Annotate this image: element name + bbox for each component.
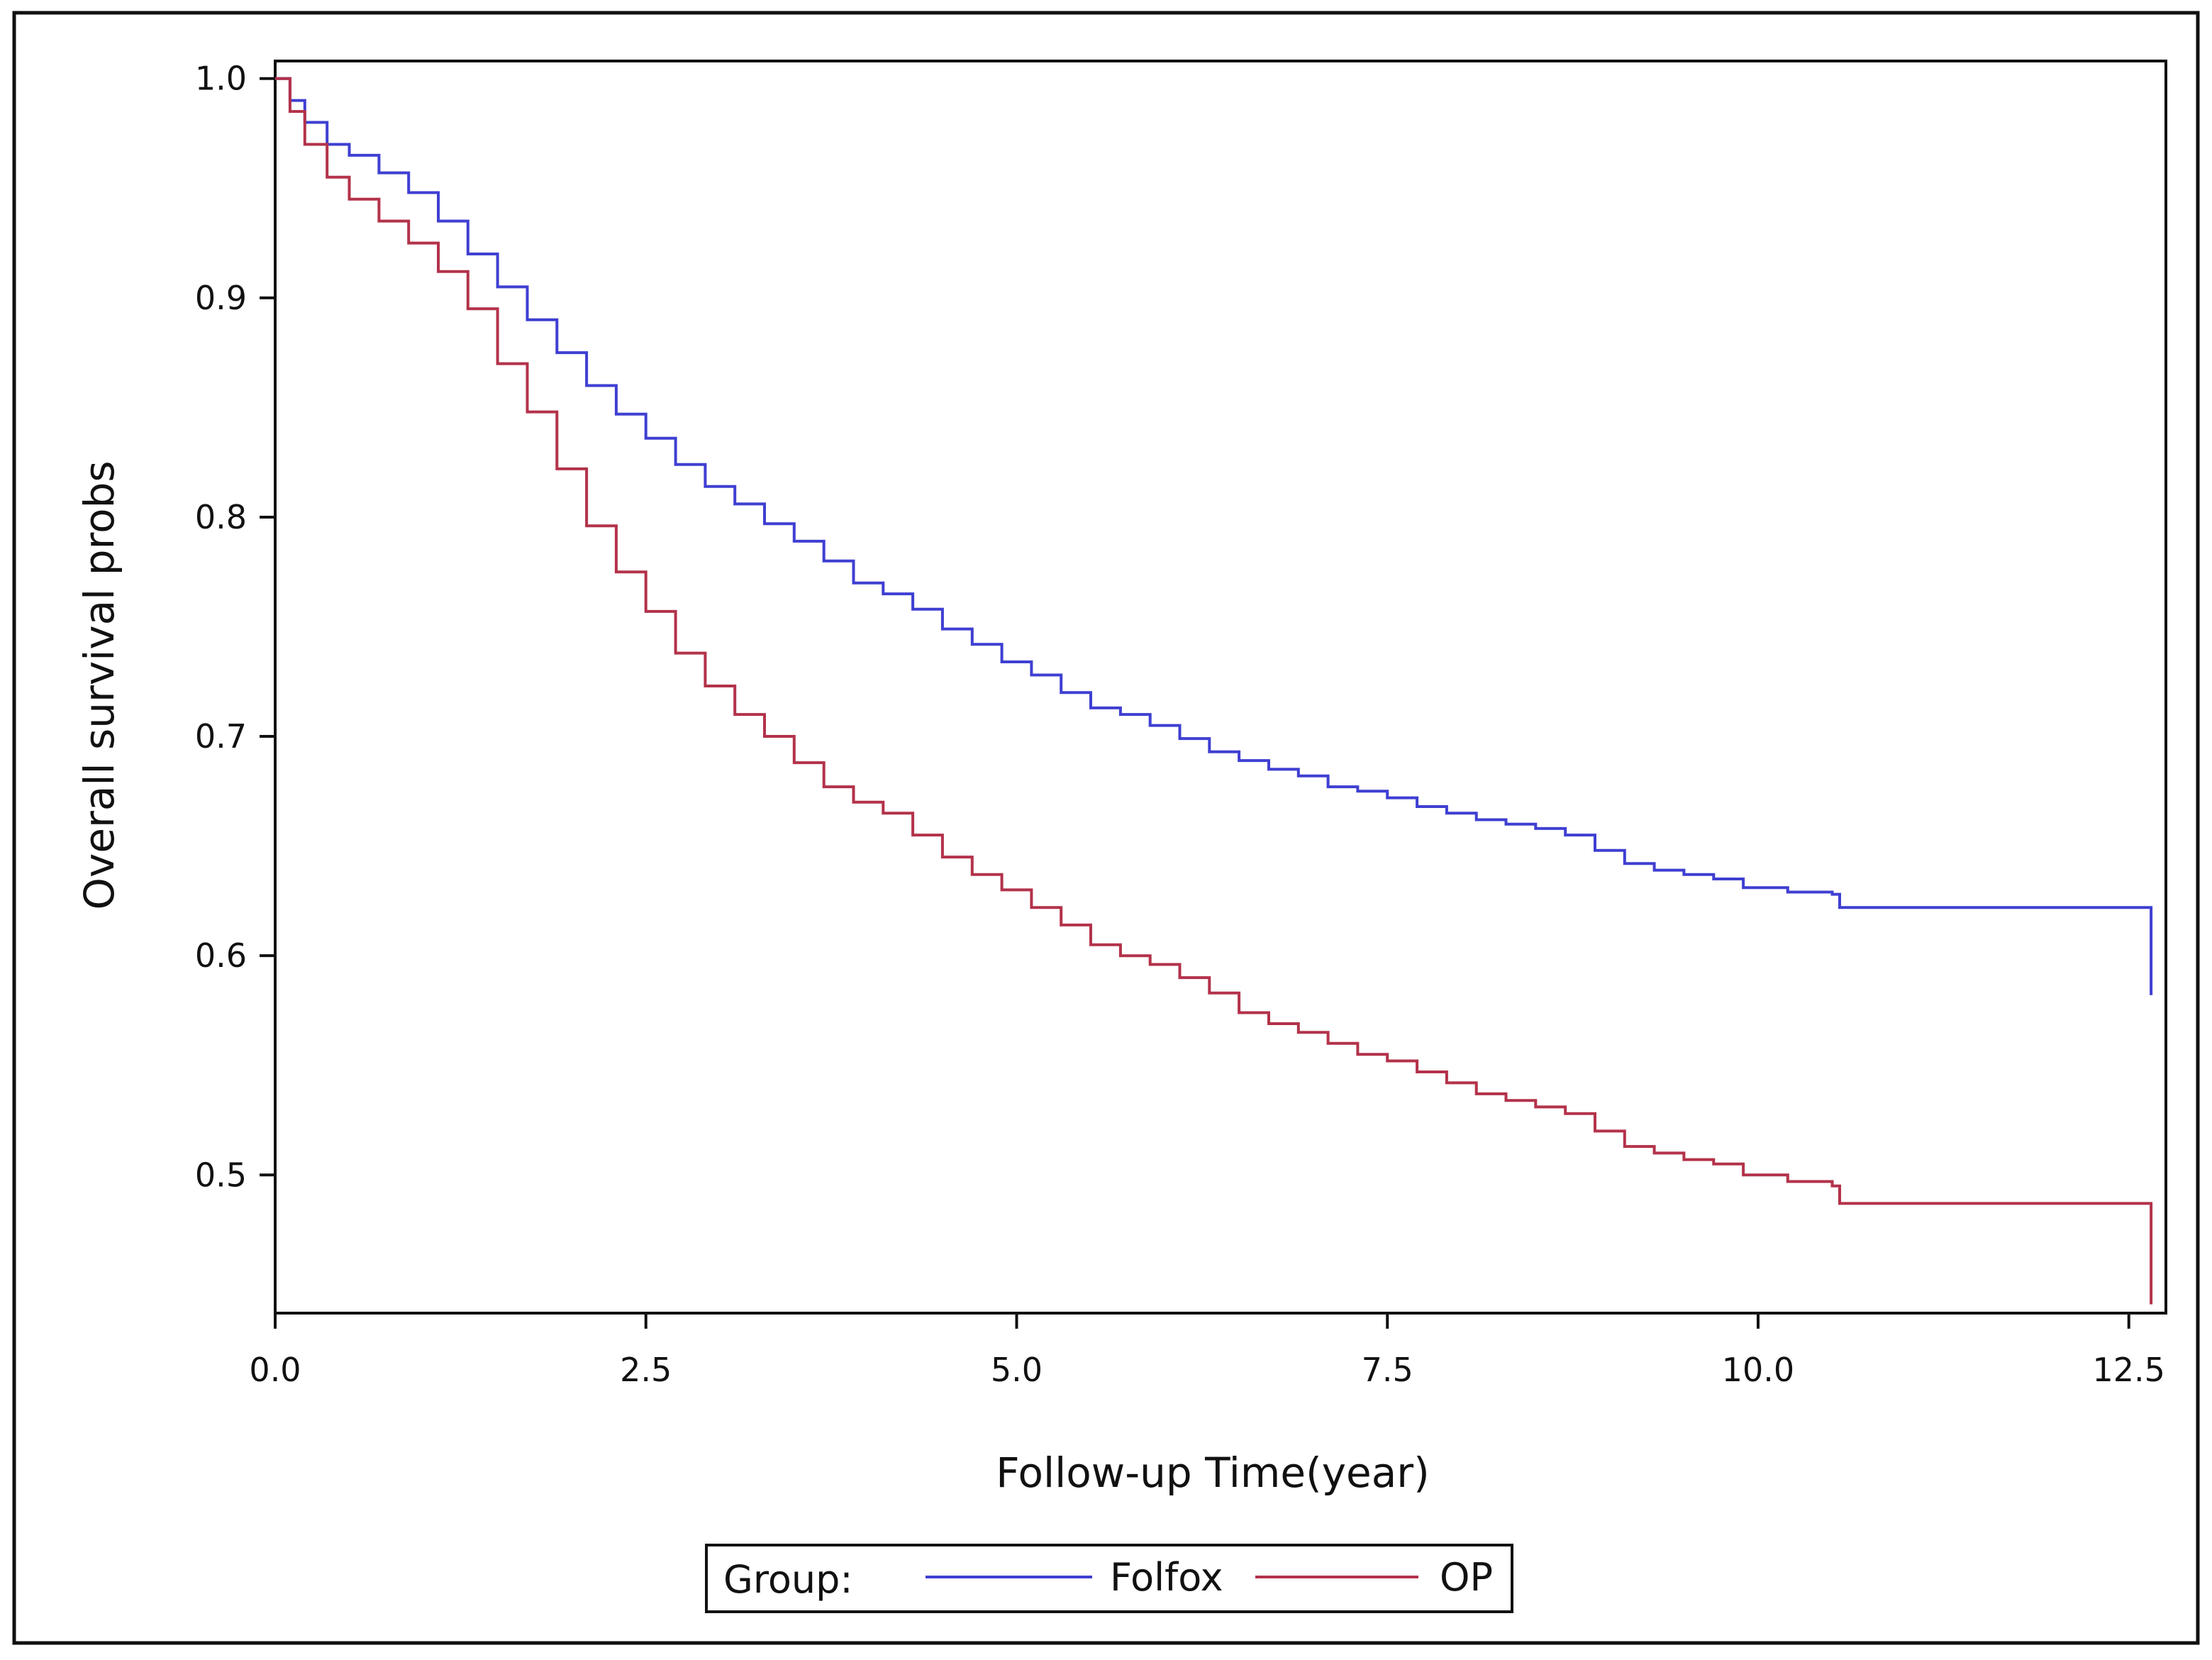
legend-label-folfox: Folfox xyxy=(1110,1555,1223,1600)
y-tick-label: 0.5 xyxy=(195,1156,247,1194)
outer-frame xyxy=(12,11,2200,1645)
x-tick-label: 10.0 xyxy=(1722,1351,1794,1389)
x-axis-title: Follow-up Time(year) xyxy=(996,1449,1429,1497)
plot-area: 0.5 0.6 0.7 0.8 0.9 1.0 0.0 2.5 5.0 7.5 10.0 12.5 xyxy=(195,60,2167,1389)
y-tick-label: 0.6 xyxy=(195,936,247,975)
x-tick-label: 5.0 xyxy=(991,1351,1043,1389)
plot-frame xyxy=(274,60,2167,1315)
series-line-folfox xyxy=(275,77,2153,995)
y-tick-label: 1.0 xyxy=(195,60,247,98)
legend-title: Group: xyxy=(723,1557,853,1602)
y-axis-title: Overall survival probs xyxy=(75,460,123,909)
y-tick-label: 0.7 xyxy=(195,717,247,756)
x-tick-label: 12.5 xyxy=(2093,1351,2165,1389)
x-tick-label: 7.5 xyxy=(1362,1351,1413,1389)
legend-label-op: OP xyxy=(1440,1555,1493,1600)
legend: Group: Folfox OP xyxy=(705,1544,1513,1613)
y-tick-label: 0.8 xyxy=(195,498,247,536)
x-tick-label: 2.5 xyxy=(620,1351,672,1389)
series-line-op xyxy=(275,77,2153,1305)
y-tick-label: 0.9 xyxy=(195,279,247,317)
x-tick-label: 0.0 xyxy=(249,1351,301,1389)
